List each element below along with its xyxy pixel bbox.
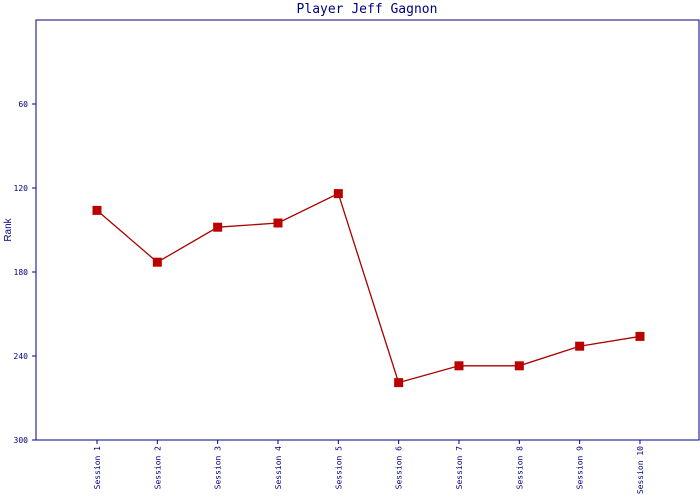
data-point <box>152 257 162 267</box>
y-tick-label: 300 <box>14 436 29 445</box>
x-tick-label: Session 9 <box>576 446 585 490</box>
chart-title: Player Jeff Gagnon <box>297 2 438 17</box>
x-tick-label: Session 1 <box>93 446 102 490</box>
data-point <box>575 341 585 351</box>
x-tick-label: Session 10 <box>636 446 645 494</box>
y-tick-label: 180 <box>14 268 29 277</box>
x-axis: Session 1 Session 2 Session 3 Session 4 Sess… <box>93 440 645 494</box>
plot-area <box>35 19 700 441</box>
series-line <box>96 192 641 384</box>
data-point <box>213 222 223 232</box>
x-tick-label: Session 3 <box>214 446 223 490</box>
x-tick-label: Session 6 <box>395 446 404 490</box>
data-point <box>273 218 283 228</box>
x-tick-label: Session 8 <box>515 446 524 490</box>
x-tick-label: Session 2 <box>153 446 162 490</box>
x-tick-label: Session 5 <box>334 446 343 490</box>
x-tick-label: Session 4 <box>274 446 283 490</box>
data-point <box>454 361 464 371</box>
y-axis-label: Rank <box>3 217 14 241</box>
x-tick-label: Session 7 <box>455 446 464 490</box>
series-layer <box>92 189 645 388</box>
y-tick-label: 120 <box>14 184 29 193</box>
y-axis: 60 120 180 240 300 <box>14 100 36 445</box>
data-point <box>92 205 102 215</box>
y-tick-label: 240 <box>14 352 29 361</box>
data-point <box>394 378 404 388</box>
y-tick-label: 60 <box>18 100 28 109</box>
data-point <box>635 331 645 341</box>
data-point <box>514 361 524 371</box>
data-point <box>333 189 343 199</box>
